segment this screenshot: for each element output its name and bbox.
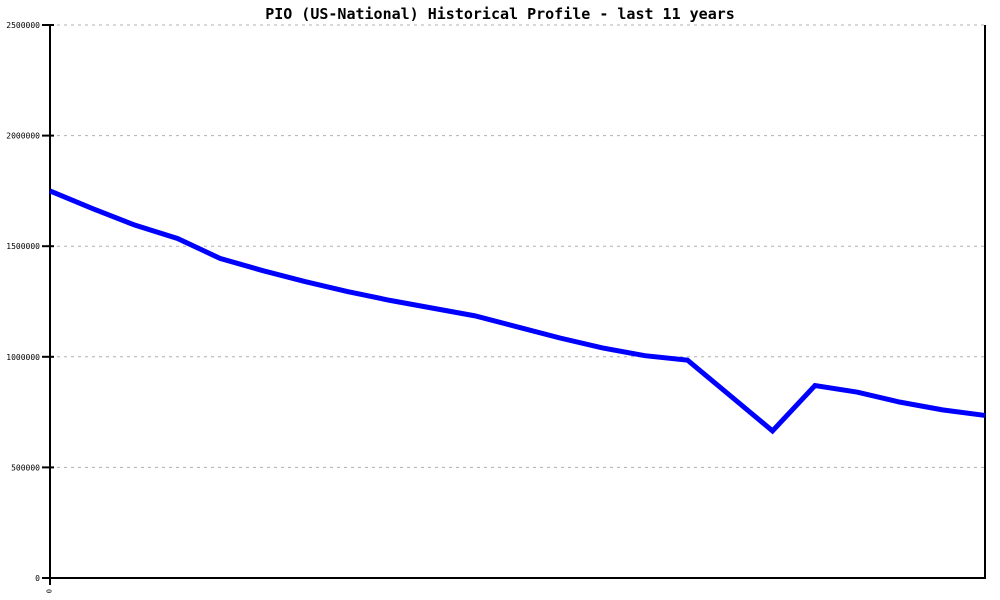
chart-title: PIO (US-National) Historical Profile - l… [265,5,735,23]
y-tick-label: 1000000 [6,353,40,362]
x-tick-label: 0 [45,589,53,593]
y-tick-label: 0 [35,574,40,583]
y-tick-label: 2000000 [6,132,40,141]
y-tick-label: 2500000 [6,21,40,30]
data-series-line [49,188,986,435]
y-tick-label: 500000 [11,463,40,472]
y-tick-label: 1500000 [6,242,40,251]
